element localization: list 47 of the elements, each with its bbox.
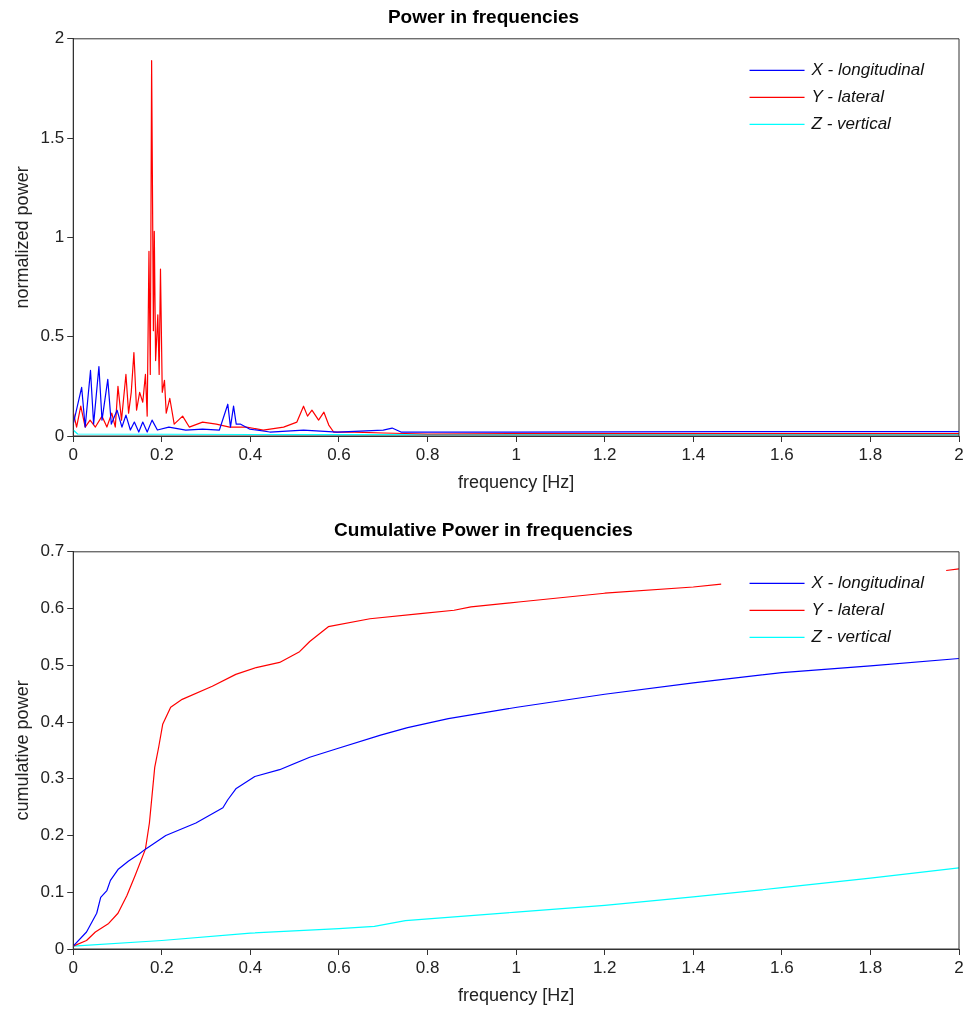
x-axis-title: frequency [Hz] bbox=[458, 985, 575, 1006]
y-tick-label: 0.4 bbox=[40, 711, 65, 731]
x-axis-title: frequency [Hz] bbox=[458, 472, 575, 493]
x-tick-label: 0.6 bbox=[327, 957, 351, 977]
y-tick-label: 0.6 bbox=[40, 598, 65, 618]
x-tick-label: 2 bbox=[954, 957, 964, 977]
x-tick-label: 0.4 bbox=[238, 444, 263, 464]
legend-label: Z - vertical bbox=[810, 114, 893, 134]
x-tick-label: 1.4 bbox=[681, 957, 706, 977]
y-tick-label: 0.3 bbox=[40, 768, 65, 788]
x-tick-label: 1.6 bbox=[770, 957, 794, 977]
x-tick-label: 0.2 bbox=[149, 444, 174, 464]
y-tick-label: 0.2 bbox=[40, 825, 65, 845]
x-tick-label: 0.2 bbox=[149, 957, 174, 977]
x-tick-label: 2 bbox=[954, 444, 964, 464]
y-tick-label: 1.5 bbox=[40, 127, 65, 147]
legend-label: X - longitudinal bbox=[810, 60, 926, 80]
legend-label: X - longitudinal bbox=[810, 573, 926, 593]
chart-title: Power in frequencies bbox=[387, 5, 580, 27]
x-tick-label: 0.4 bbox=[238, 957, 263, 977]
x-tick-label: 1.2 bbox=[592, 957, 617, 977]
y-tick-label: 0.7 bbox=[40, 541, 65, 561]
chart-title: Cumulative Power in frequencies bbox=[334, 518, 633, 540]
x-tick-label: 0 bbox=[68, 444, 78, 464]
x-tick-label: 0.6 bbox=[327, 444, 351, 464]
x-tick-label: 1.8 bbox=[858, 444, 883, 464]
legend-label: Y - lateral bbox=[811, 600, 886, 620]
x-tick-label: 0.8 bbox=[415, 444, 440, 464]
x-tick-label: 0 bbox=[68, 957, 78, 977]
x-tick-label: 1.6 bbox=[770, 444, 794, 464]
y-tick-label: 0 bbox=[54, 938, 65, 958]
legend-label: Y - lateral bbox=[811, 87, 886, 107]
y-tick-label: 0 bbox=[54, 425, 65, 445]
y-tick-label: 0.1 bbox=[40, 881, 65, 901]
y-tick-label: 0.5 bbox=[40, 654, 65, 674]
x-tick-label: 1.8 bbox=[858, 957, 883, 977]
y-tick-label: 2 bbox=[54, 28, 65, 48]
x-tick-label: 1 bbox=[511, 957, 521, 977]
x-tick-label: 1 bbox=[511, 444, 521, 464]
y-tick-label: 1 bbox=[54, 227, 65, 247]
x-tick-label: 1.2 bbox=[592, 444, 617, 464]
x-tick-label: 1.4 bbox=[681, 444, 706, 464]
y-axis-title: cumulative power bbox=[11, 680, 32, 821]
legend-label: Z - vertical bbox=[810, 627, 893, 647]
x-tick-label: 0.8 bbox=[415, 957, 440, 977]
y-tick-label: 0.5 bbox=[40, 326, 65, 346]
y-axis-title: normalized power bbox=[11, 166, 32, 309]
